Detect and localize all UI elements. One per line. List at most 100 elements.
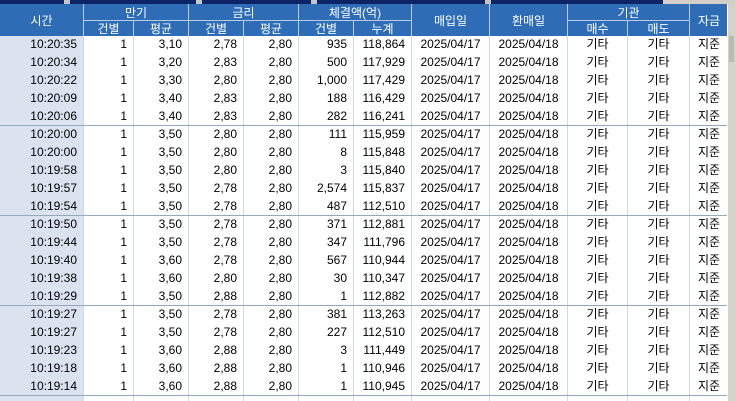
table-row[interactable]: 10:19:14 1 3,60 2,88 2,80 1 110,945 2025/04/17 2… [0,378,728,396]
cell: 기타 [567,90,627,108]
cell-time: 10:19:54 [0,198,83,215]
table-row[interactable]: 10:20:09 1 3,40 2,83 2,80 188 116,429 2025/04/1… [0,90,728,108]
cell: 지준 [689,54,728,72]
cell: 2025/04/18 [489,234,567,252]
table-row[interactable]: 10:20:34 1 3,20 2,83 2,80 500 117,929 2025/04/1… [0,54,728,72]
table-row[interactable]: 10:19:40 1 3,60 2,78 2,80 567 110,944 2025/04/1… [0,252,728,270]
cell: 2025/04/18 [489,90,567,108]
cell: 기타 [567,162,627,180]
scrollbar-thumb[interactable] [729,36,734,62]
cell: 110,347 [353,270,411,288]
cell: 2,78 [188,180,243,198]
cell: 기타 [567,198,627,215]
table-row[interactable]: 10:19:50 1 3,50 2,78 2,80 371 112,881 2025/04/1… [0,216,728,234]
table-row[interactable]: 10:19:44 1 3,50 2,78 2,80 347 111,796 2025/04/1… [0,234,728,252]
cell: 지준 [689,234,728,252]
cell: 117,429 [353,72,411,90]
table-row[interactable]: 10:19:38 1 3,60 2,80 2,80 30 110,347 2025/04/17… [0,270,728,288]
cell: 2025/04/18 [489,216,567,234]
strip-divider [64,0,70,4]
cell: 935 [298,36,353,54]
cell: 3,50 [133,216,188,234]
strip-divider [196,0,202,4]
cell: 2025/04/18 [489,72,567,90]
cell: 2,78 [188,306,243,324]
cell: 3,20 [133,54,188,72]
cell [298,396,353,401]
table-row[interactable]: 10:20:00 1 3,50 2,80 2,80 111 115,959 2025/04/1… [0,126,728,144]
cell: 112,882 [353,288,411,305]
cell: 111,796 [353,234,411,252]
cell: 2,574 [298,180,353,198]
cell-time: 10:20:00 [0,144,83,162]
cell-time: 10:19:50 [0,216,83,234]
cell: 1 [83,378,133,395]
cell: 3,10 [133,36,188,54]
cell [567,396,627,401]
table-row[interactable]: 10:19:58 1 3,50 2,80 2,80 3 115,840 2025/04/17 2… [0,162,728,180]
cell-time: 10:20:35 [0,36,83,54]
cell: 1 [83,342,133,360]
vertical-scrollbar[interactable] [727,4,735,401]
cell [411,396,489,401]
cell: 3,50 [133,180,188,198]
cell-time: 10:20:06 [0,108,83,125]
table-row[interactable]: 10:20:22 1 3,30 2,80 2,80 1,000 117,429 2025/04… [0,72,728,90]
cell: 기타 [567,180,627,198]
cell: 110,944 [353,252,411,270]
cell: 1 [83,180,133,198]
table-row[interactable]: 10:19:29 1 3,50 2,88 2,80 1 112,882 2025/04/17 2… [0,288,728,306]
cell: 1 [83,72,133,90]
cell: 2,80 [188,162,243,180]
cell: 2,80 [188,144,243,162]
cell: 1 [83,90,133,108]
cell: 지준 [689,144,728,162]
cell: 지준 [689,360,728,378]
cell: 2025/04/17 [411,216,489,234]
cell: 1,000 [298,72,353,90]
cell: 1 [298,360,353,378]
col-header-maturity-avg: 평균 [133,20,188,36]
table-row[interactable]: 10:19:23 1 3,60 2,88 2,80 3 111,449 2025/04/17 2… [0,342,728,360]
cell: 111 [298,126,353,144]
table-row[interactable]: 10:20:00 1 3,50 2,80 2,80 8 115,848 2025/04/17 2… [0,144,728,162]
table-row[interactable]: 10:19:54 1 3,50 2,78 2,80 487 112,510 2025/04/1… [0,198,728,216]
cell: 기타 [567,216,627,234]
cell: 487 [298,198,353,215]
cell: 3,60 [133,378,188,395]
cell: 2025/04/18 [489,36,567,54]
cell: 2025/04/17 [411,144,489,162]
cell-time: 10:19:27 [0,306,83,324]
cell [0,396,83,401]
cell: 112,881 [353,216,411,234]
cell: 지준 [689,72,728,90]
table-row[interactable]: 10:20:35 1 3,10 2,78 2,80 935 118,864 2025/04/1… [0,36,728,54]
cell: 3,50 [133,126,188,144]
cell: 기타 [627,342,689,360]
cell: 2025/04/18 [489,342,567,360]
cell: 112,510 [353,324,411,342]
cell-time: 10:19:27 [0,324,83,342]
cell: 1 [83,234,133,252]
cell: 기타 [627,324,689,342]
table-row[interactable]: 10:19:57 1 3,50 2,78 2,80 2,574 115,837 2025/04… [0,180,728,198]
table-row[interactable]: 10:19:27 1 3,50 2,78 2,80 381 113,263 2025/04/1… [0,306,728,324]
cell: 기타 [627,90,689,108]
cell: 지준 [689,126,728,144]
cell: 2025/04/17 [411,234,489,252]
table-row[interactable]: 10:20:06 1 3,40 2,83 2,80 282 116,241 2025/04/1… [0,108,728,126]
cell: 2025/04/17 [411,288,489,305]
cell: 3,50 [133,234,188,252]
cell: 기타 [627,36,689,54]
cell: 지준 [689,36,728,54]
cell: 지준 [689,342,728,360]
table-row[interactable]: 10:19:27 1 3,50 2,78 2,80 227 112,510 2025/04/1… [0,324,728,342]
cell-time: 10:19:14 [0,378,83,395]
col-group-amount: 체결액(억) [298,4,411,20]
cell: 지준 [689,288,728,305]
cell: 2,80 [243,216,298,234]
cell: 2025/04/18 [489,360,567,378]
table-row[interactable]: 10:19:18 1 3,60 2,88 2,80 1 110,946 2025/04/17 2… [0,360,728,378]
cell: 1 [83,324,133,342]
